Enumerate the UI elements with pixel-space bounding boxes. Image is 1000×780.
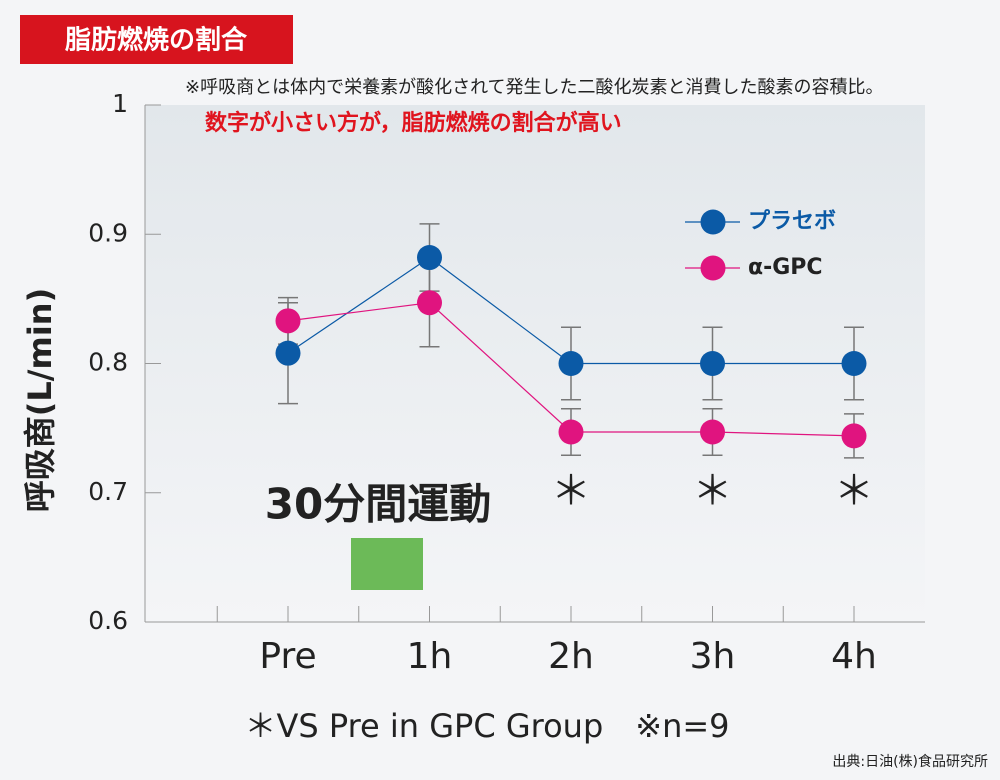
subtitle: 数字が小さい方が，脂肪燃焼の割合が高い	[205, 110, 622, 136]
significance-mark: ＊	[551, 468, 591, 514]
legend-marker	[700, 255, 726, 281]
x-tick-label: 3h	[690, 636, 736, 677]
y-axis-label: 呼吸商(L/min)	[21, 288, 59, 512]
source: 出典:日油(株)食品研究所	[832, 753, 988, 770]
y-tick-label: 1	[112, 89, 128, 118]
point	[558, 419, 584, 445]
exercise-box	[351, 538, 423, 590]
point	[275, 308, 301, 334]
point	[558, 351, 584, 376]
point	[841, 423, 867, 449]
point	[417, 290, 442, 316]
point	[700, 419, 725, 445]
x-tick-label: 2h	[548, 636, 594, 677]
x-tick-label: 1h	[407, 636, 453, 677]
legend-label: α-GPC	[748, 255, 823, 280]
legend-label: プラセボ	[748, 209, 836, 234]
y-tick-label: 0.7	[88, 477, 128, 506]
legend-marker	[700, 209, 726, 235]
point	[275, 340, 301, 366]
y-tick-label: 0.8	[88, 348, 128, 377]
significance-mark: ＊	[834, 468, 874, 514]
chart-title: 脂肪燃焼の割合	[65, 25, 248, 56]
note: ※呼吸商とは体内で栄養素が酸化されて発生した二酸化炭素と消費した酸素の容積比。	[185, 77, 884, 98]
point	[417, 245, 442, 271]
point	[841, 351, 867, 376]
x-tick-label: Pre	[259, 636, 316, 677]
footnote: ＊VS Pre in GPC Group ※n=9	[244, 707, 729, 745]
significance-mark: ＊	[693, 468, 733, 514]
x-tick-label: 4h	[831, 636, 877, 677]
y-tick-label: 0.9	[88, 218, 128, 247]
point	[700, 351, 725, 376]
title-badge	[20, 15, 293, 64]
y-tick-label: 0.6	[88, 606, 128, 635]
annotation: 30分間運動	[265, 480, 491, 529]
